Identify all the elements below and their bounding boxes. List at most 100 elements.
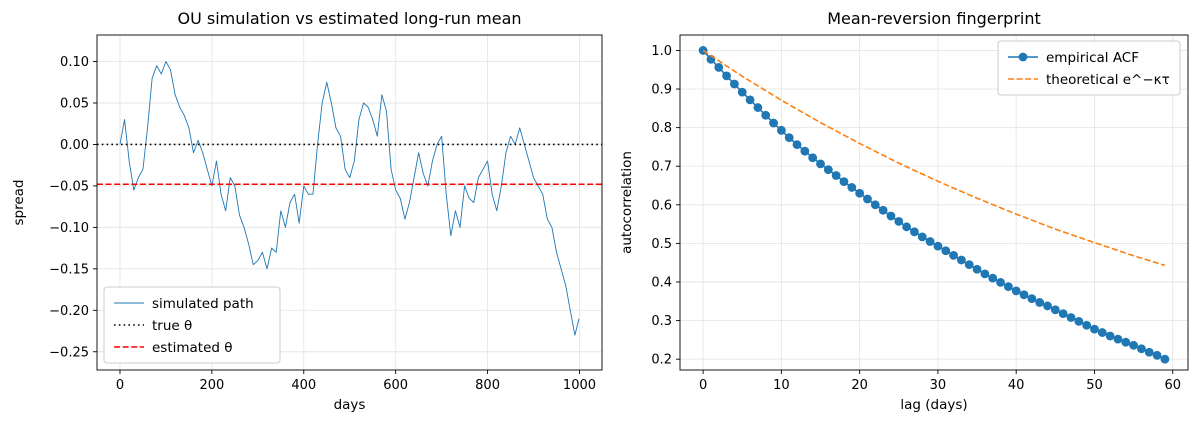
data-point — [808, 153, 818, 163]
legend: simulated path true θ estimated θ — [103, 286, 281, 364]
chart-title: OU simulation vs estimated long-run mean — [177, 9, 521, 28]
data-point — [1121, 337, 1131, 347]
y-tick-label: 0.00 — [60, 138, 89, 153]
data-point — [714, 63, 724, 72]
data-point — [870, 200, 880, 210]
data-point — [910, 227, 919, 237]
legend-marker — [1018, 52, 1028, 62]
y-tick-label: 0.10 — [60, 55, 89, 70]
data-point — [1027, 294, 1037, 304]
legend-label: empirical ACF — [1046, 50, 1139, 66]
plot-area — [698, 46, 1170, 364]
y-tick-label: 0.8 — [651, 121, 672, 136]
data-point — [831, 171, 841, 180]
data-point — [753, 103, 763, 112]
data-point — [839, 177, 849, 187]
legend-label: simulated path — [152, 296, 254, 312]
data-point — [956, 255, 966, 265]
legend-label: theoretical e^−κτ — [1046, 72, 1170, 88]
legend-label: estimated θ — [152, 340, 233, 356]
chart-ou-simulation: 0 200 400 600 800 1000 −0.25 −0.20 −0.15 −0.10 −0.… — [11, 9, 603, 413]
data-point — [1137, 344, 1146, 354]
data-point — [1019, 290, 1029, 300]
legend-box — [103, 286, 281, 364]
y-tick-label: −0.20 — [49, 304, 89, 319]
y-tick-label: 0.3 — [651, 314, 672, 329]
data-point — [769, 118, 778, 128]
y-tick-label: −0.15 — [49, 262, 89, 277]
y-tick-label: 0.5 — [651, 237, 672, 252]
ticks: 0 10 20 30 40 50 60 0.2 0.3 0.4 0.5 0.6 0.7 0.8 0.9 1.0 — [651, 44, 1181, 393]
data-point — [847, 183, 857, 192]
plot-area — [97, 61, 602, 336]
chart-mean-reversion: 0 10 20 30 40 50 60 0.2 0.3 0.4 0.5 0.6 0.7 0.8 0.9 1.0… — [619, 9, 1189, 413]
legend: empirical ACF theoretical e^−κτ — [997, 40, 1181, 96]
data-point — [730, 79, 739, 89]
data-point — [886, 211, 896, 221]
data-point — [925, 237, 935, 246]
data-point — [894, 217, 904, 226]
data-point — [1090, 324, 1099, 334]
data-point — [1011, 286, 1021, 296]
data-point — [863, 194, 872, 204]
legend-item: empirical ACF — [1008, 50, 1139, 66]
data-point — [722, 71, 731, 81]
x-tick-label: 60 — [1164, 378, 1181, 393]
x-tick-label: 600 — [383, 378, 408, 393]
series-line-1 — [702, 49, 1166, 267]
data-point — [996, 277, 1005, 287]
x-tick-label: 0 — [116, 378, 124, 393]
chart-title: Mean-reversion fingerprint — [827, 9, 1041, 28]
data-point — [917, 232, 927, 242]
y-axis-label: autocorrelation — [619, 151, 635, 254]
data-point — [964, 260, 974, 270]
x-axis-label: lag (days) — [900, 397, 967, 413]
data-point — [800, 146, 810, 156]
data-point — [855, 188, 865, 198]
x-tick-label: 20 — [851, 378, 868, 393]
x-axis-label: days — [334, 397, 366, 413]
legend-item: theoretical e^−κτ — [1008, 72, 1170, 88]
data-point — [1074, 316, 1084, 326]
data-point — [823, 165, 833, 175]
data-point — [1129, 340, 1138, 350]
legend-box — [997, 40, 1181, 96]
data-point — [1113, 334, 1123, 344]
x-tick-label: 1000 — [563, 378, 596, 393]
y-tick-label: 0.6 — [651, 198, 672, 213]
data-point — [1144, 347, 1154, 357]
x-tick-label: 50 — [1086, 378, 1103, 393]
x-tick-label: 40 — [1008, 378, 1025, 393]
data-point — [784, 133, 794, 143]
data-point — [1082, 320, 1092, 330]
data-point — [902, 222, 912, 232]
y-tick-label: 0.7 — [651, 160, 672, 175]
data-point — [745, 95, 755, 105]
data-point — [972, 264, 982, 274]
data-point — [737, 87, 747, 97]
ticks: 0 200 400 600 800 1000 −0.25 −0.20 −0.15 −0.10 −0.… — [49, 55, 596, 393]
data-point — [1050, 305, 1060, 315]
y-tick-label: 0.2 — [651, 353, 672, 368]
data-point — [1043, 301, 1052, 311]
axes-frame — [679, 34, 1189, 371]
legend-item: simulated path — [114, 296, 254, 312]
y-tick-label: 1.0 — [651, 44, 672, 59]
y-axis-label: spread — [11, 179, 27, 225]
data-point — [933, 241, 943, 251]
axes-frame — [96, 34, 603, 371]
data-point — [1097, 328, 1107, 337]
data-point — [878, 205, 888, 215]
x-tick-label: 10 — [773, 378, 790, 393]
data-point — [816, 159, 825, 169]
data-point — [761, 110, 771, 120]
data-point — [792, 140, 802, 150]
data-point — [1066, 313, 1076, 322]
data-point — [1160, 354, 1170, 364]
y-tick-label: 0.4 — [651, 276, 672, 291]
data-point — [1105, 331, 1115, 341]
data-point — [1152, 350, 1162, 360]
y-tick-label: −0.05 — [49, 179, 89, 194]
data-point — [1035, 298, 1045, 307]
